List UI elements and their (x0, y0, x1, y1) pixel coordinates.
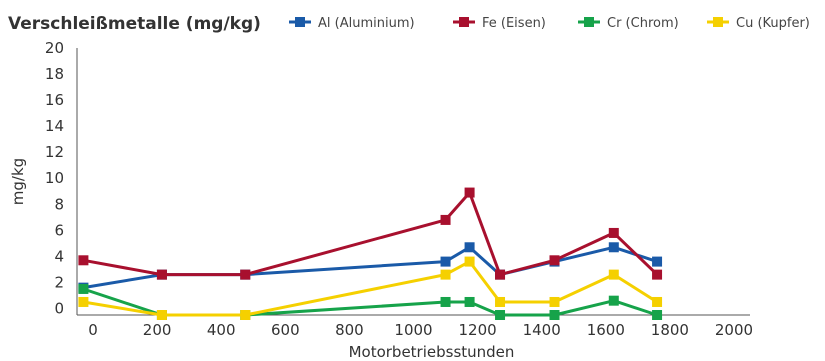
data-point (440, 214, 451, 225)
data-point (608, 242, 619, 253)
data-point (549, 296, 560, 307)
legend-label: Cu (Kupfer) (736, 16, 810, 31)
y-tick-label: 0 (54, 299, 64, 317)
legend-item: Al (Aluminium) (289, 16, 415, 31)
x-tick-label: 400 (207, 321, 236, 339)
series (78, 256, 663, 320)
data-point (495, 269, 506, 280)
legend-marker (584, 17, 594, 27)
data-point (156, 269, 167, 280)
data-point (78, 296, 89, 307)
data-point (464, 187, 475, 198)
x-tick-label: 1600 (587, 321, 625, 339)
data-point (440, 269, 451, 280)
data-point (156, 310, 167, 320)
y-tick-label: 2 (54, 273, 64, 291)
legend-marker (295, 17, 305, 27)
data-point (78, 283, 89, 294)
y-tick-label: 8 (54, 195, 64, 213)
legend-item: Fe (Eisen) (453, 16, 546, 31)
series-group (78, 187, 663, 320)
legend-label: Cr (Chrom) (607, 16, 679, 31)
legend-label: Fe (Eisen) (482, 16, 546, 31)
data-point (652, 256, 663, 267)
x-tick-label: 200 (143, 321, 172, 339)
legend-item: Cu (Kupfer) (707, 16, 810, 31)
y-tick-label: 4 (54, 247, 64, 265)
data-point (608, 269, 619, 280)
data-point (549, 255, 560, 266)
legend-item: Cr (Chrom) (578, 16, 679, 31)
data-point (652, 269, 663, 280)
x-tick-label: 600 (271, 321, 300, 339)
data-point (464, 256, 475, 267)
legend-label: Al (Aluminium) (318, 16, 415, 31)
x-tick-label: 1400 (523, 321, 561, 339)
data-point (440, 296, 451, 307)
data-point (608, 227, 619, 238)
data-point (78, 255, 89, 266)
x-tick-label: 1800 (651, 321, 689, 339)
data-point (464, 296, 475, 307)
x-tick-label: 800 (335, 321, 364, 339)
x-tick-label: 0 (88, 321, 98, 339)
y-axis-label: mg/kg (9, 158, 27, 205)
data-point (440, 256, 451, 267)
legend-marker (713, 17, 723, 27)
data-point (652, 310, 663, 320)
data-point (464, 242, 475, 253)
x-tick-label: 1200 (459, 321, 497, 339)
data-point (652, 296, 663, 307)
x-tick-label: 1000 (394, 321, 432, 339)
series (78, 187, 663, 280)
data-point (240, 310, 251, 320)
y-tick-label: 6 (54, 221, 64, 239)
y-axis-ticks: 0 2 4 6 8 10 12 14 16 18 20 (45, 39, 64, 317)
chart-title: Verschleißmetalle (mg/kg) (8, 14, 261, 34)
y-tick-label: 20 (45, 39, 64, 57)
y-tick-label: 12 (45, 143, 64, 161)
series-line (83, 191, 659, 277)
data-point (495, 310, 506, 320)
data-point (608, 295, 619, 306)
y-tick-label: 18 (45, 65, 64, 83)
y-tick-label: 14 (45, 117, 64, 135)
x-axis-ticks: 0 200 400 600 800 1000 1200 1400 1600 1800 2000 (88, 321, 753, 339)
legend: Al (Aluminium) Fe (Eisen) Cr (Chrom) Cu (Ku… (289, 16, 810, 31)
data-point (240, 269, 251, 280)
data-point (495, 296, 506, 307)
y-tick-label: 10 (45, 169, 64, 187)
x-tick-label: 2000 (715, 321, 753, 339)
data-point (549, 310, 560, 320)
y-tick-label: 16 (45, 91, 64, 109)
x-axis-label: Motorbetriebsstunden (349, 343, 515, 361)
legend-marker (459, 17, 469, 27)
